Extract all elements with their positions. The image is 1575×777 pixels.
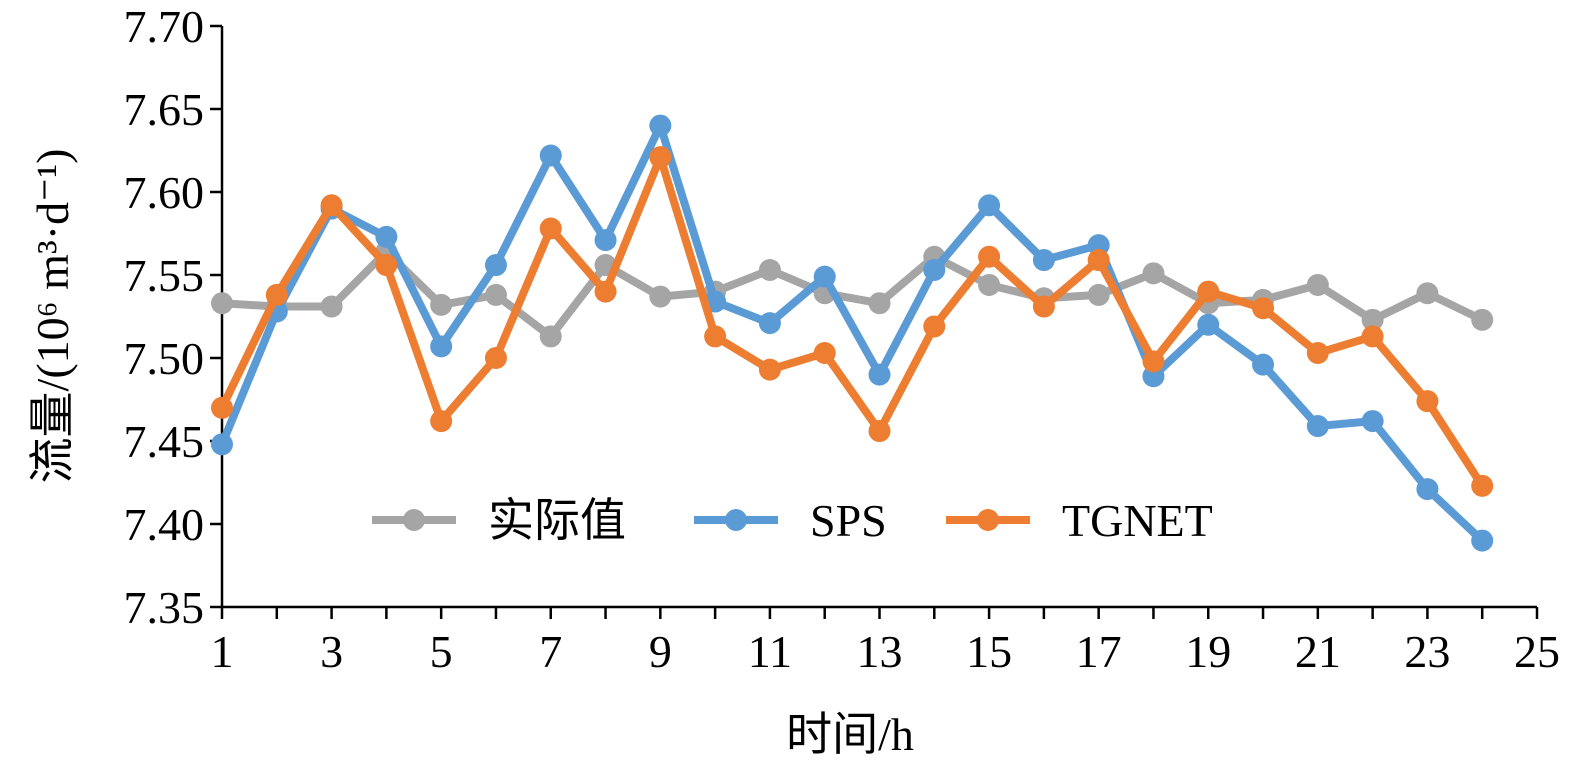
data-point (649, 146, 672, 169)
data-point (1416, 390, 1439, 413)
x-tick-label: 13 (857, 626, 903, 677)
legend: 实际值 SPS TGNET (372, 495, 1213, 546)
x-axis-title: 时间/h (786, 709, 914, 760)
data-point (211, 433, 233, 456)
data-point (484, 347, 507, 369)
data-point (649, 114, 672, 137)
data-point (1142, 262, 1165, 285)
data-point (1416, 478, 1439, 501)
data-point (868, 420, 891, 443)
axes (210, 24, 1539, 619)
y-tick-label: 7.45 (124, 416, 205, 467)
data-point (1197, 280, 1220, 303)
legend-label: SPS (810, 495, 887, 546)
data-point (1306, 342, 1329, 365)
data-point (211, 292, 233, 315)
data-point (484, 254, 507, 277)
y-tick-label: 7.70 (124, 1, 205, 52)
data-point (1361, 410, 1384, 433)
data-point (1471, 474, 1494, 497)
x-tick-label: 9 (649, 626, 672, 677)
x-tick-label: 11 (748, 626, 792, 677)
data-point (1087, 283, 1110, 306)
data-point (430, 293, 453, 316)
data-point (265, 283, 288, 306)
data-point (923, 259, 946, 282)
data-point (1306, 273, 1329, 296)
data-point (320, 194, 343, 217)
data-point (375, 254, 398, 277)
y-tick-label: 7.65 (124, 84, 205, 135)
data-point (978, 245, 1001, 268)
x-tick-label: 15 (966, 626, 1012, 677)
data-point (211, 396, 233, 419)
data-point (594, 229, 617, 252)
legend-label: 实际值 (488, 495, 626, 546)
x-tick-label: 25 (1514, 626, 1560, 677)
series-3 (211, 146, 1494, 497)
data-point (758, 259, 781, 282)
x-tick-label: 7 (539, 626, 562, 677)
x-tick-label: 3 (320, 626, 343, 677)
data-point (1087, 249, 1110, 272)
tick-labels: 7.357.407.457.507.557.607.657.701 3 5 7 9 11 1… (124, 1, 1561, 677)
data-point (1252, 297, 1275, 320)
data-point (1032, 295, 1055, 318)
y-tick-label: 7.55 (124, 250, 205, 301)
x-tick-label: 23 (1404, 626, 1450, 677)
data-point (539, 144, 562, 167)
data-point (978, 194, 1001, 217)
data-point (1361, 308, 1384, 331)
x-tick-label: 19 (1185, 626, 1231, 677)
data-point (868, 292, 891, 315)
data-point (1252, 353, 1275, 376)
y-tick-label: 7.50 (124, 333, 205, 384)
y-tick-label: 7.40 (124, 499, 205, 550)
legend-item: SPS (694, 495, 887, 546)
data-point (375, 225, 398, 248)
x-tick-label: 1 (211, 626, 234, 677)
data-point (923, 315, 946, 338)
data-point (813, 265, 836, 288)
data-point (320, 295, 343, 318)
x-tick-label: 21 (1295, 626, 1341, 677)
data-point (978, 273, 1001, 296)
data-point (1471, 308, 1494, 331)
data-point (649, 285, 672, 308)
data-point (868, 363, 891, 386)
y-tick-label: 7.60 (124, 167, 205, 218)
legend-swatch-marker (725, 509, 747, 531)
data-point (430, 410, 453, 433)
legend-item: TGNET (946, 495, 1213, 546)
data-point (1471, 529, 1494, 552)
legend-item: 实际值 (372, 495, 626, 546)
legend-swatch-marker (977, 509, 999, 531)
data-point (1306, 415, 1329, 438)
y-axis-title: 流量/(10⁶ m³·d⁻¹) (27, 149, 78, 484)
data-point (1142, 350, 1165, 373)
data-point (758, 312, 781, 335)
data-point (430, 335, 453, 358)
data-point (1361, 325, 1384, 348)
legend-label: TGNET (1062, 495, 1213, 546)
series-line (218, 121, 1485, 544)
data-point (539, 217, 562, 240)
data-point (1416, 282, 1439, 305)
data-point (758, 358, 781, 381)
data-point (1032, 249, 1055, 272)
series-line (218, 153, 1486, 488)
data-point (594, 280, 617, 303)
series-layer (211, 114, 1494, 552)
legend-swatch-marker (403, 509, 425, 531)
series-2 (211, 114, 1494, 552)
x-tick-label: 5 (430, 626, 453, 677)
data-point (813, 342, 836, 365)
x-tick-label: 17 (1076, 626, 1122, 677)
data-point (1197, 313, 1220, 336)
data-point (484, 283, 507, 306)
data-point (704, 325, 727, 348)
y-tick-label: 7.35 (124, 582, 205, 633)
data-point (539, 325, 562, 348)
